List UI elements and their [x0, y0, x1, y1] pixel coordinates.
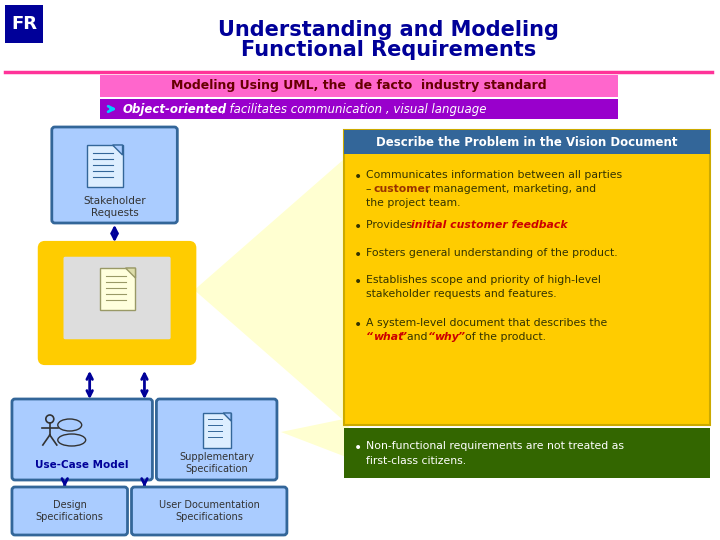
- FancyBboxPatch shape: [343, 130, 711, 425]
- FancyBboxPatch shape: [86, 145, 122, 187]
- Text: Vision Document: Vision Document: [68, 324, 167, 334]
- Text: Communicates information between all parties: Communicates information between all par…: [366, 170, 622, 180]
- Text: Provides: Provides: [366, 220, 415, 230]
- FancyBboxPatch shape: [343, 428, 711, 478]
- Text: Supplementary
Specification: Supplementary Specification: [180, 452, 255, 474]
- Text: Fosters general understanding of the product.: Fosters general understanding of the pro…: [366, 248, 617, 258]
- Text: Describe the Problem in the Vision Document: Describe the Problem in the Vision Docum…: [377, 136, 678, 148]
- Polygon shape: [223, 413, 231, 421]
- Text: , management, marketing, and: , management, marketing, and: [426, 184, 596, 194]
- FancyBboxPatch shape: [52, 127, 177, 223]
- FancyBboxPatch shape: [40, 243, 194, 363]
- Text: Modeling Using UML, the  de facto  industry standard: Modeling Using UML, the de facto industr…: [171, 79, 546, 92]
- FancyBboxPatch shape: [5, 5, 42, 43]
- Text: User Documentation
Specifications: User Documentation Specifications: [159, 500, 260, 522]
- Polygon shape: [194, 155, 348, 425]
- Text: ”: ”: [457, 332, 464, 342]
- FancyBboxPatch shape: [62, 255, 172, 341]
- Text: Understanding and Modeling: Understanding and Modeling: [218, 20, 559, 40]
- FancyBboxPatch shape: [99, 99, 618, 119]
- FancyBboxPatch shape: [156, 399, 277, 480]
- FancyBboxPatch shape: [343, 130, 711, 154]
- Polygon shape: [112, 145, 122, 155]
- Text: Functional Requirements: Functional Requirements: [241, 40, 536, 60]
- Text: why: why: [434, 332, 459, 342]
- Text: •: •: [354, 220, 362, 234]
- Text: A system-level document that describes the: A system-level document that describes t…: [366, 318, 607, 328]
- FancyBboxPatch shape: [12, 487, 127, 535]
- Text: of the product.: of the product.: [465, 332, 546, 342]
- Text: , facilitates communication , visual language: , facilitates communication , visual lan…: [222, 103, 487, 116]
- Text: Establishes scope and priority of high-level: Establishes scope and priority of high-l…: [366, 275, 600, 285]
- FancyBboxPatch shape: [99, 268, 135, 310]
- Text: Use-Case Model: Use-Case Model: [35, 460, 128, 470]
- Text: initial customer feedback: initial customer feedback: [411, 220, 568, 230]
- Text: first-class citizens.: first-class citizens.: [366, 456, 466, 466]
- Text: what: what: [372, 332, 403, 342]
- Text: Stakeholder
Requests: Stakeholder Requests: [84, 196, 146, 218]
- Text: “: “: [366, 332, 373, 342]
- Polygon shape: [281, 418, 348, 458]
- Text: ”: ”: [400, 332, 407, 342]
- Text: Object-oriented: Object-oriented: [122, 103, 227, 116]
- Text: •: •: [354, 248, 362, 262]
- Text: the project team.: the project team.: [366, 198, 460, 208]
- Text: customer: customer: [374, 184, 431, 194]
- FancyBboxPatch shape: [203, 413, 231, 448]
- Polygon shape: [125, 268, 135, 278]
- Text: .: .: [561, 220, 564, 230]
- Text: “: “: [428, 332, 434, 342]
- Text: Non-functional requirements are not treated as: Non-functional requirements are not trea…: [366, 441, 624, 451]
- FancyBboxPatch shape: [99, 75, 618, 97]
- FancyBboxPatch shape: [132, 487, 287, 535]
- Text: stakeholder requests and features.: stakeholder requests and features.: [366, 289, 557, 299]
- Text: •: •: [354, 170, 362, 184]
- Text: and: and: [408, 332, 431, 342]
- Text: –: –: [366, 184, 374, 194]
- Text: FR: FR: [11, 15, 37, 33]
- Text: •: •: [354, 318, 362, 332]
- Text: •: •: [354, 441, 362, 455]
- FancyBboxPatch shape: [12, 399, 153, 480]
- Text: Design
Specifications: Design Specifications: [36, 500, 104, 522]
- Text: •: •: [354, 275, 362, 289]
